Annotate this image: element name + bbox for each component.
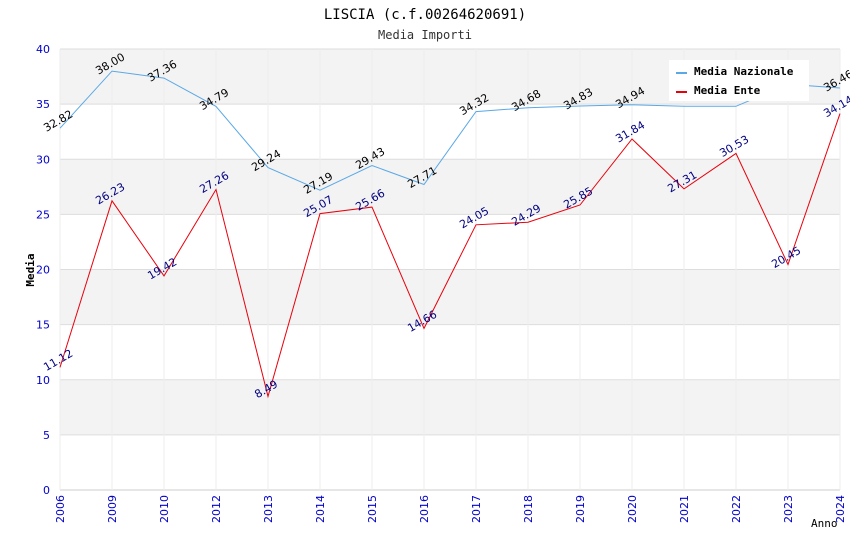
background-band xyxy=(60,214,840,270)
gridlines xyxy=(59,48,841,491)
y-tick-label: 40 xyxy=(36,43,50,56)
series-line-ente xyxy=(59,113,841,399)
y-tick-label: 30 xyxy=(36,153,50,166)
x-axis-ticks: 2006 2009 2010 2012 2013 2014 2015 2016 2017 2018… xyxy=(54,495,847,523)
x-tick-label: 2019 xyxy=(574,495,587,523)
background-band xyxy=(60,379,840,435)
y-tick-label: 25 xyxy=(36,208,50,221)
y-axis-label: Media xyxy=(24,253,37,286)
y-tick-label: 0 xyxy=(43,484,50,497)
x-tick-label: 2006 xyxy=(54,495,67,523)
background-band xyxy=(60,159,840,215)
chart-subtitle: Media Importi xyxy=(378,28,472,42)
background-band xyxy=(60,104,840,160)
x-tick-label: 2021 xyxy=(678,495,691,523)
legend-label-nazionale: Media Nazionale xyxy=(694,65,794,78)
chart-title: LISCIA (c.f.00264620691) xyxy=(324,7,526,23)
x-tick-label: 2024 xyxy=(834,495,847,523)
series-lines xyxy=(59,70,841,399)
x-tick-label: 2023 xyxy=(782,495,795,523)
y-axis-ticks: 0 5 10 15 20 25 30 35 40 xyxy=(36,43,50,497)
x-tick-label: 2020 xyxy=(626,495,639,523)
x-tick-label: 2014 xyxy=(314,495,327,523)
background-bands xyxy=(60,49,840,490)
x-tick-label: 2013 xyxy=(262,495,275,523)
x-tick-label: 2009 xyxy=(106,495,119,523)
legend-box xyxy=(669,60,809,101)
background-band xyxy=(60,434,840,490)
x-tick-label: 2012 xyxy=(210,495,223,523)
series-line-nazionale xyxy=(59,70,841,191)
x-tick-label: 2010 xyxy=(158,495,171,523)
x-tick-label: 2015 xyxy=(366,495,379,523)
y-tick-label: 15 xyxy=(36,319,50,332)
y-tick-label: 35 xyxy=(36,98,50,111)
background-band xyxy=(60,324,840,380)
legend-label-ente: Media Ente xyxy=(694,84,761,97)
y-tick-label: 5 xyxy=(43,429,50,442)
x-tick-label: 2018 xyxy=(522,495,535,523)
legend: Media Nazionale Media Ente xyxy=(669,60,809,101)
background-band xyxy=(60,269,840,325)
x-tick-label: 2016 xyxy=(418,495,431,523)
x-tick-label: 2017 xyxy=(470,495,483,523)
y-tick-label: 10 xyxy=(36,374,50,387)
y-tick-label: 20 xyxy=(36,264,50,277)
x-axis-label: Anno xyxy=(811,517,838,530)
x-tick-label: 2022 xyxy=(730,495,743,523)
